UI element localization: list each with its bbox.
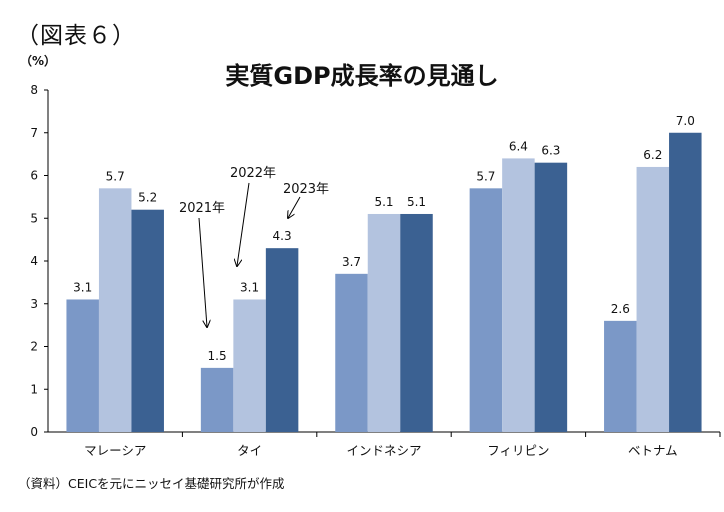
figure-label: （図表６） xyxy=(16,23,136,49)
category-label: マレーシア xyxy=(84,443,146,458)
category-label: インドネシア xyxy=(346,443,421,458)
y-tick-label: 0 xyxy=(30,425,38,439)
bar-3-2 xyxy=(265,248,299,432)
source-note: （資料）CEICを元にニッセイ基礎研究所が作成 xyxy=(18,476,285,491)
y-tick-label: 5 xyxy=(30,211,38,225)
data-label: 5.1 xyxy=(374,195,393,209)
bar-1-4 xyxy=(469,188,503,432)
annotation-arrow xyxy=(288,196,301,218)
series-annotation: 2021年 xyxy=(179,201,225,216)
bar-3-1 xyxy=(131,209,164,432)
unit-label: （%） xyxy=(20,54,57,68)
bar-1-2 xyxy=(200,367,234,432)
annotation-arrow xyxy=(198,217,207,327)
category-label: フィリピン xyxy=(487,443,549,458)
y-tick-label: 7 xyxy=(30,126,38,140)
bar-2-1 xyxy=(98,188,132,432)
y-tick-label: 2 xyxy=(30,340,38,354)
y-tick-label: 6 xyxy=(30,169,38,183)
bar-1-5 xyxy=(604,320,637,432)
data-label: 4.3 xyxy=(273,229,292,243)
bar-2-3 xyxy=(367,213,401,432)
data-label: 3.7 xyxy=(342,255,361,269)
bar-1-3 xyxy=(335,273,368,432)
data-label: 7.0 xyxy=(676,114,695,128)
bar-2-5 xyxy=(636,166,670,432)
category-label: タイ xyxy=(237,443,262,458)
bar-2-4 xyxy=(502,158,535,432)
data-label: 1.5 xyxy=(208,349,227,363)
data-label: 5.2 xyxy=(138,191,157,205)
data-label: 6.3 xyxy=(541,144,560,158)
data-label: 6.4 xyxy=(509,139,528,153)
data-label: 2.6 xyxy=(611,302,630,316)
data-label: 6.2 xyxy=(643,148,662,162)
data-label: 5.1 xyxy=(407,195,426,209)
data-label: 5.7 xyxy=(476,169,495,183)
y-tick-label: 3 xyxy=(30,297,38,311)
y-tick-label: 4 xyxy=(30,254,38,268)
bar-2-2 xyxy=(233,299,266,432)
series-annotation: 2022年 xyxy=(230,166,276,181)
y-tick-label: 1 xyxy=(30,382,38,396)
bar-3-4 xyxy=(534,162,568,433)
category-label: ベトナム xyxy=(628,443,678,458)
annotation-arrow xyxy=(237,182,250,266)
data-label: 3.1 xyxy=(73,280,92,294)
chart-title: 実質GDP成長率の見通し xyxy=(225,62,499,90)
bar-3-3 xyxy=(400,213,433,432)
bar-1-1 xyxy=(66,299,99,432)
series-annotation: 2023年 xyxy=(283,182,329,197)
data-label: 5.7 xyxy=(106,169,125,183)
data-label: 3.1 xyxy=(240,280,259,294)
y-tick-label: 8 xyxy=(30,83,38,97)
bar-3-5 xyxy=(669,132,702,432)
